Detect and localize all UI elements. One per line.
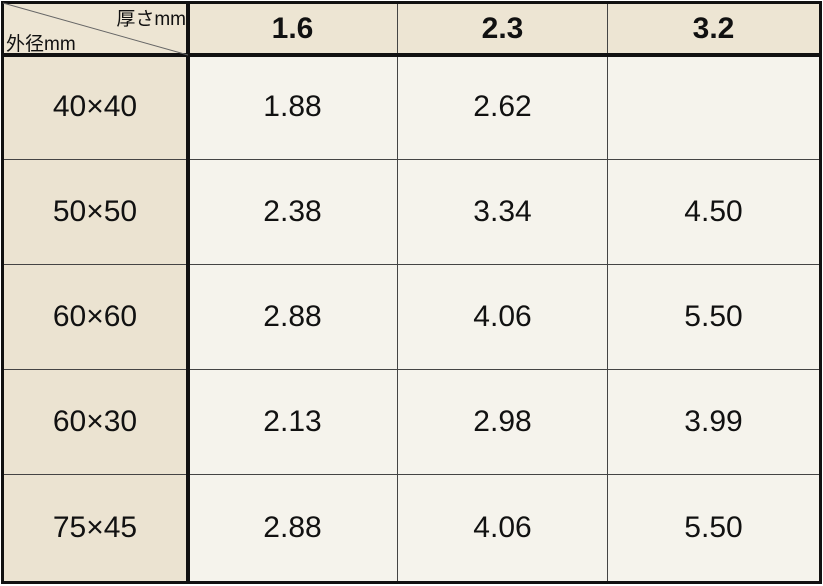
table-cell: 2.38: [188, 160, 398, 265]
table-cell: 1.88: [188, 55, 398, 160]
table-cell: 4.06: [398, 475, 608, 582]
header-rule: [1, 53, 822, 57]
table-cell: 3.99: [608, 370, 820, 475]
table-cell: 2.98: [398, 370, 608, 475]
column-header: 2.3: [398, 3, 608, 55]
row-header: 60×60: [3, 265, 188, 370]
table-cell: 4.50: [608, 160, 820, 265]
row-header: 60×30: [3, 370, 188, 475]
column-header: 3.2: [608, 3, 820, 55]
outer-border-bottom: [1, 581, 822, 584]
table-cell: 2.13: [188, 370, 398, 475]
outer-border-left: [1, 1, 4, 584]
outer-border-top: [1, 1, 822, 4]
column-header: 1.6: [188, 3, 398, 55]
row-header: 40×40: [3, 55, 188, 160]
table-cell: [608, 55, 820, 160]
row-axis-label: 外径mm: [6, 34, 76, 55]
column-axis-label: 厚さmm: [116, 9, 186, 30]
row-header: 75×45: [3, 475, 188, 582]
table-cell: 2.88: [188, 475, 398, 582]
table-cell: 5.50: [608, 475, 820, 582]
table-cell: 3.34: [398, 160, 608, 265]
table-cell: 5.50: [608, 265, 820, 370]
row-header-rule: [186, 1, 190, 584]
table-cell: 2.62: [398, 55, 608, 160]
table-cell: 4.06: [398, 265, 608, 370]
table-cell: 2.88: [188, 265, 398, 370]
row-header: 50×50: [3, 160, 188, 265]
outer-border-right: [819, 1, 822, 584]
